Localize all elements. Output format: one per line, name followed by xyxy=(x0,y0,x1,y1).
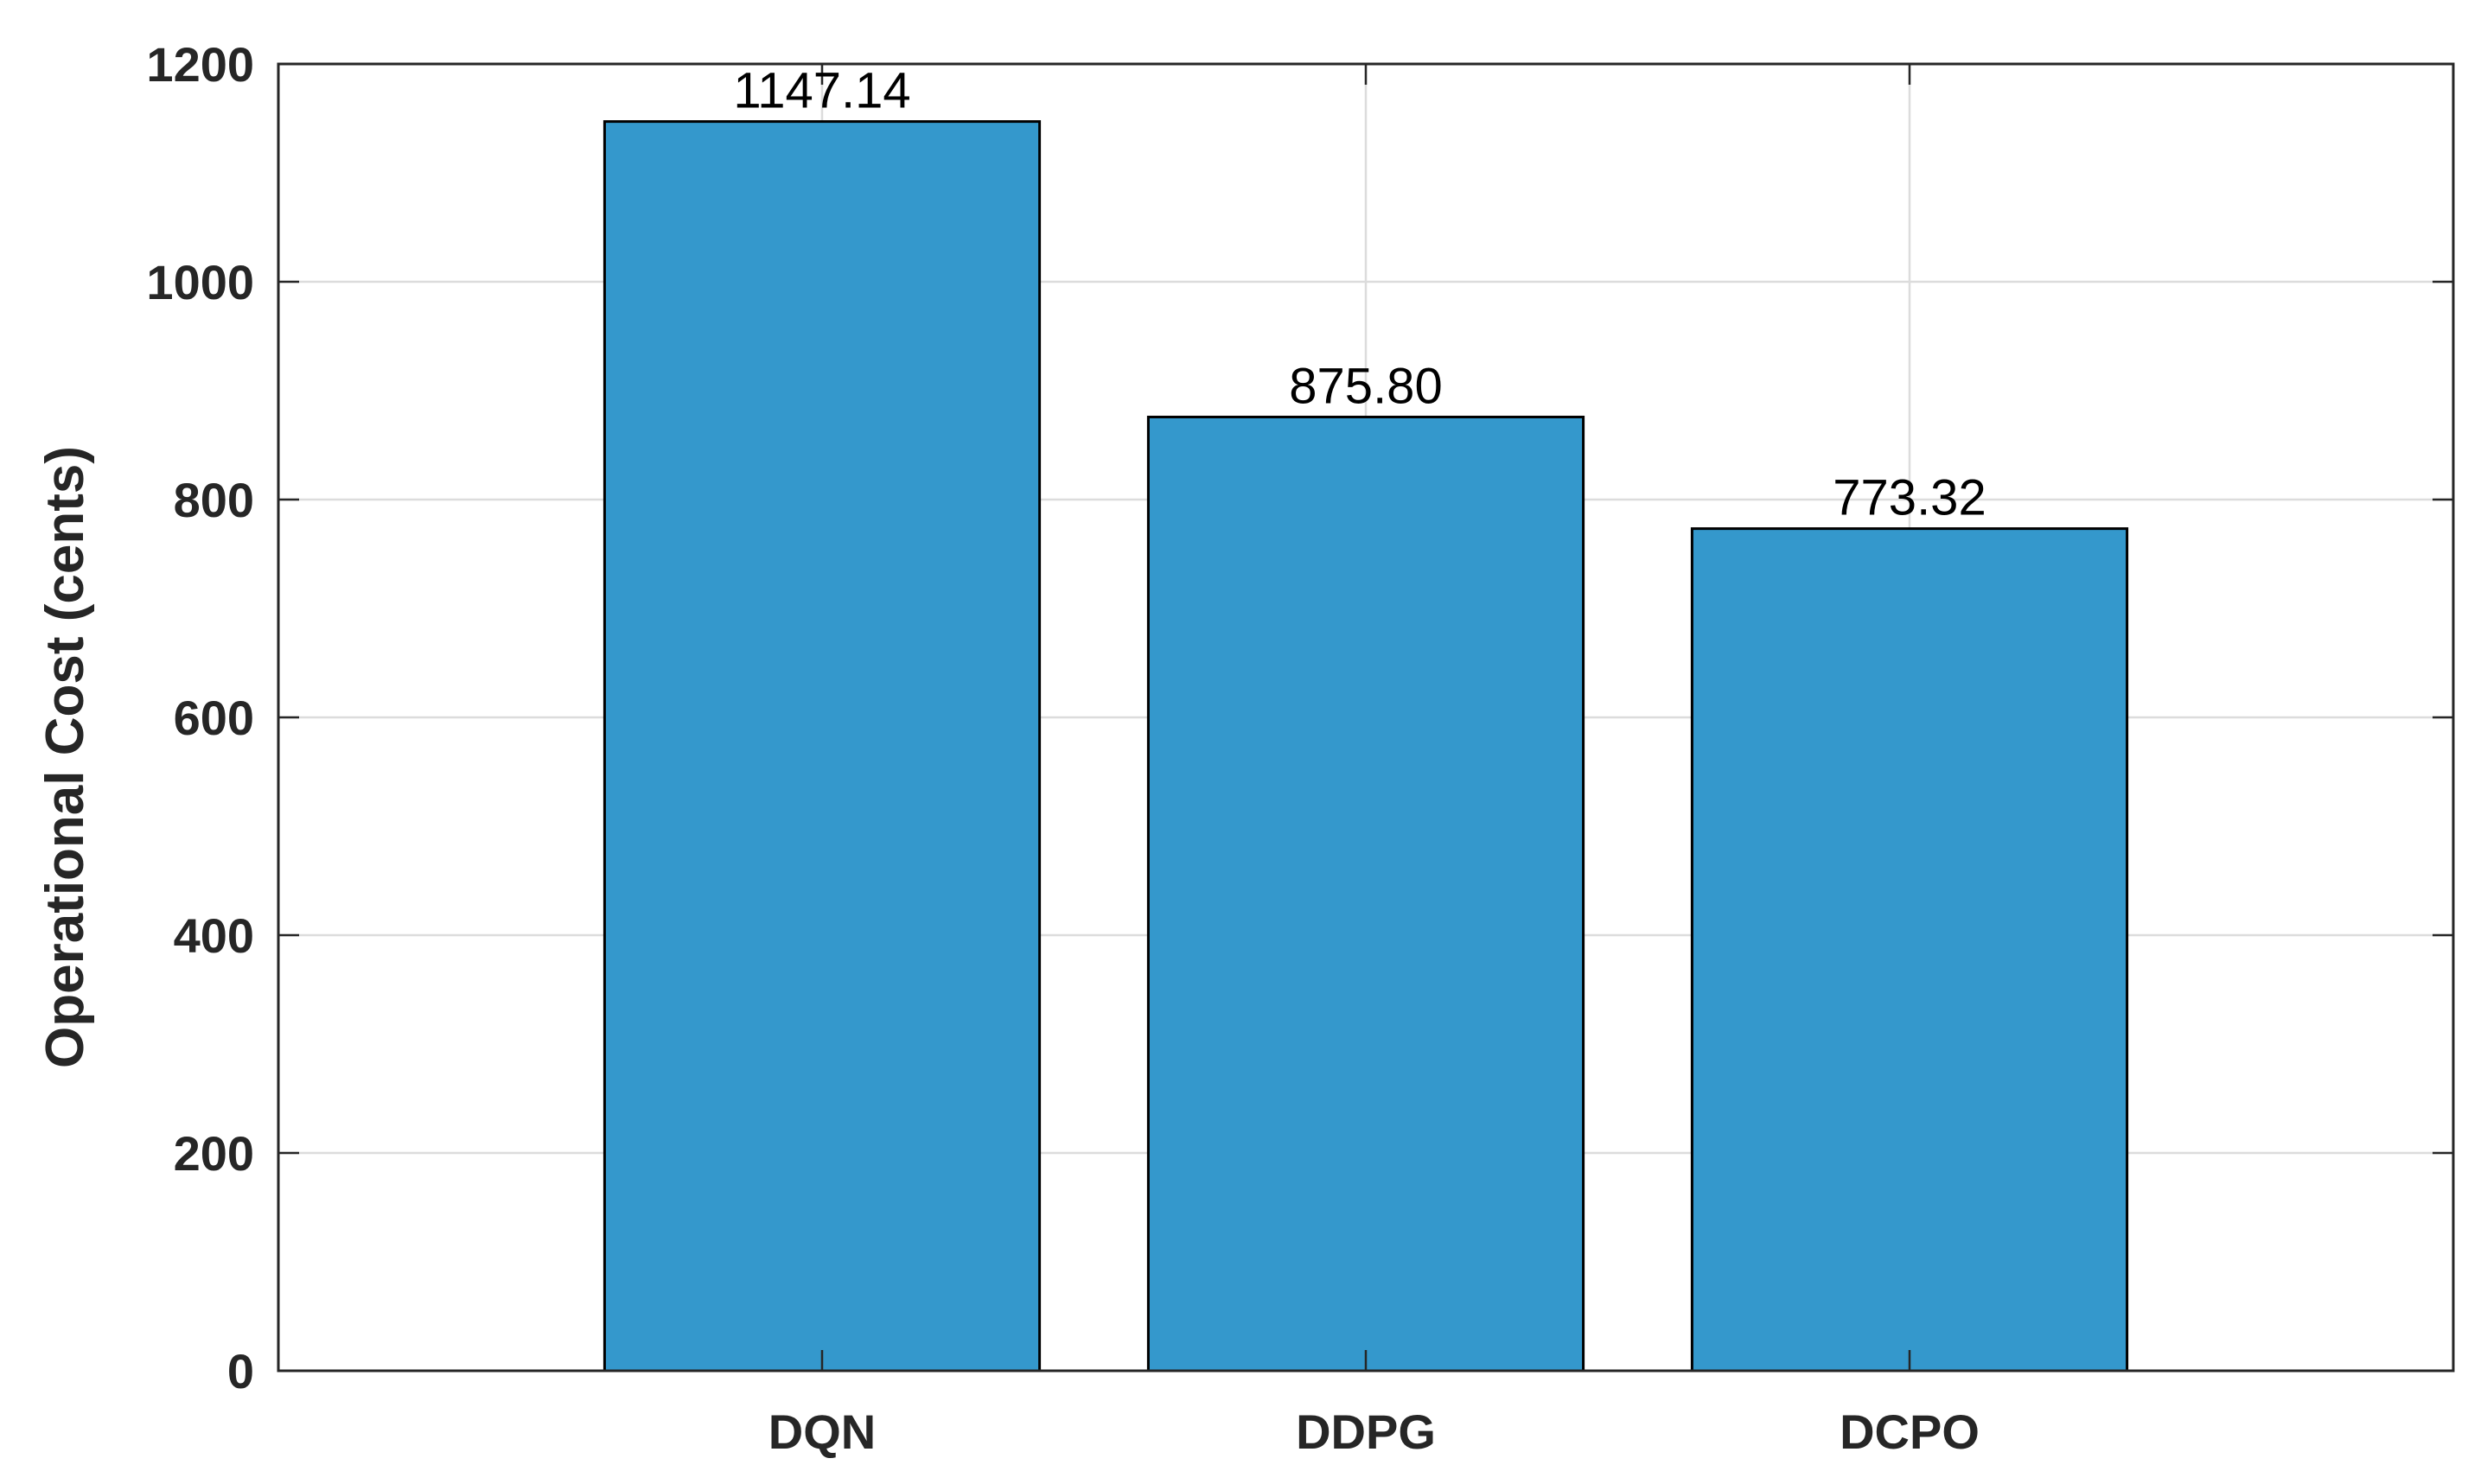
bar-dcpo xyxy=(1690,527,2129,1373)
bar-ddpg xyxy=(1146,415,1585,1373)
x-tick-label-dqn: DQN xyxy=(768,1404,876,1459)
data-label-ddpg: 875.80 xyxy=(1289,358,1442,414)
data-label-dcpo: 773.32 xyxy=(1833,470,1986,526)
y-tick-label: 600 xyxy=(174,691,254,745)
y-tick-label: 0 xyxy=(227,1344,254,1398)
plot-frame xyxy=(277,62,2455,1373)
bar-dqn xyxy=(603,120,1042,1373)
y-tick-label: 400 xyxy=(174,908,254,963)
bars xyxy=(603,120,2129,1373)
x-tick-label-dcpo: DCPO xyxy=(1840,1404,1980,1459)
y-tick-label: 1200 xyxy=(146,37,254,92)
x-tick-labels: DQN DDPG DCPO xyxy=(768,1404,1980,1459)
data-label-dqn: 1147.14 xyxy=(733,63,910,119)
y-tick-label: 200 xyxy=(174,1126,254,1181)
x-tick-label-ddpg: DDPG xyxy=(1296,1404,1436,1459)
y-tick-label: 1000 xyxy=(146,255,254,309)
data-labels: 1147.14 875.80 773.32 xyxy=(733,63,1986,526)
y-tick-label: 800 xyxy=(174,473,254,527)
y-tick-labels: 0 200 400 600 800 1000 1200 xyxy=(146,37,254,1398)
y-axis-label: Operational Cost (cents) xyxy=(35,446,95,1068)
